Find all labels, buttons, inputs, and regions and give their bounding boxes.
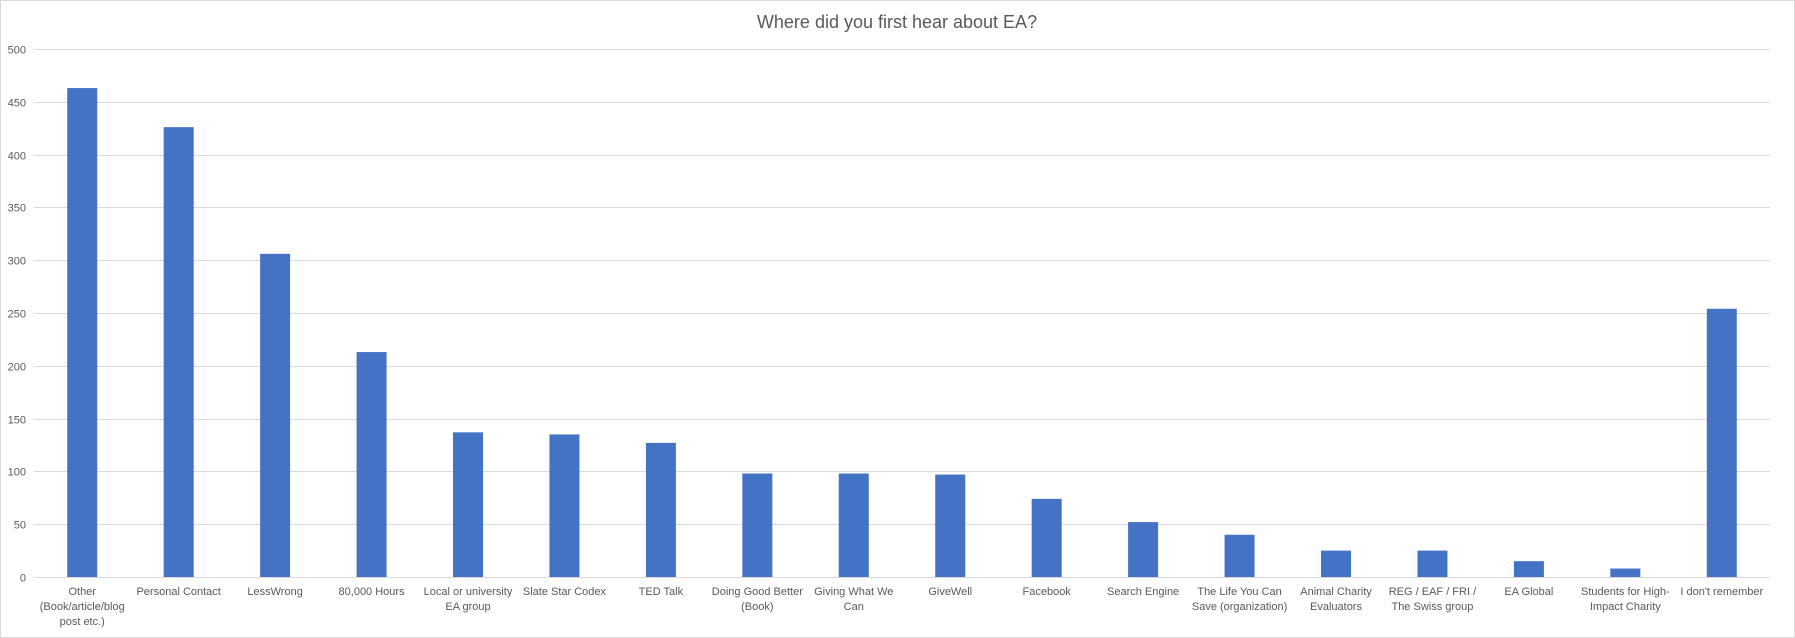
y-tick-label: 450	[8, 98, 26, 110]
x-category-label-line: The Swiss group	[1391, 601, 1473, 613]
y-tick-label: 350	[8, 203, 26, 215]
bar	[356, 352, 387, 577]
bar	[1513, 561, 1544, 577]
x-category-label: Personal Contact	[136, 586, 220, 598]
y-tick-label: 200	[8, 362, 26, 374]
x-category-label: Doing Good Better (Book)	[712, 586, 803, 613]
bar	[67, 88, 98, 577]
x-category-label: Local or university EA group	[424, 586, 513, 613]
x-category-label-line: Personal Contact	[136, 586, 220, 598]
x-category-label-line: The Life You Can	[1197, 586, 1281, 598]
x-category-label-line: (Book/article/blog	[40, 601, 125, 613]
x-category-label-line: GiveWell	[928, 586, 972, 598]
x-category-label-line: EA Global	[1504, 586, 1553, 598]
bar	[1417, 550, 1448, 577]
bar	[742, 473, 773, 577]
x-category-label-line: I don't remember	[1680, 586, 1763, 598]
y-tick-label: 250	[8, 309, 26, 321]
x-category-label-line: Animal Charity	[1300, 586, 1372, 598]
bar	[1031, 498, 1062, 577]
chart-title: Where did you first hear about EA?	[757, 12, 1037, 32]
x-category-label-line: Save (organization)	[1192, 601, 1287, 613]
x-category-label: The Life You Can Save (organization)	[1192, 586, 1287, 613]
bar	[1321, 550, 1351, 577]
y-tick-label: 150	[8, 415, 26, 427]
x-category-label: Animal Charity Evaluators	[1300, 586, 1372, 613]
x-category-label-line: post etc.)	[60, 616, 105, 628]
x-category-label-line: Other	[68, 586, 96, 598]
x-category-label: TED Talk	[639, 586, 684, 598]
x-category-label: GiveWell	[928, 586, 972, 598]
x-category-label-line: Can	[844, 601, 864, 613]
bar	[549, 434, 580, 577]
x-category-label-line: Facebook	[1023, 586, 1072, 598]
bar	[1610, 568, 1641, 577]
x-category-label: Search Engine	[1107, 586, 1179, 598]
bars	[67, 88, 1737, 578]
x-category-label-line: Evaluators	[1310, 601, 1362, 613]
bar	[1128, 522, 1159, 577]
y-tick-label: 0	[20, 573, 26, 585]
y-tick-label: 500	[8, 45, 26, 57]
bar	[838, 473, 869, 577]
x-category-label-line: Students for High-	[1581, 586, 1670, 598]
x-category-label-line: Impact Charity	[1590, 601, 1661, 613]
x-category-label: LessWrong	[247, 586, 302, 598]
y-tick-label: 50	[14, 520, 26, 532]
x-category-label: Students for High- Impact Charity	[1581, 586, 1670, 613]
x-category-label-line: LessWrong	[247, 586, 302, 598]
x-category-label-line: TED Talk	[639, 586, 684, 598]
x-category-label-line: REG / EAF / FRI /	[1389, 586, 1477, 598]
bar	[260, 253, 291, 578]
x-category-label: I don't remember	[1680, 586, 1763, 598]
y-tick-label: 100	[8, 467, 26, 479]
bar	[1224, 534, 1255, 577]
x-category-label-line: Doing Good Better	[712, 586, 803, 598]
x-category-label: Giving What We Can	[814, 586, 893, 613]
x-category-label-line: (Book)	[741, 601, 773, 613]
bar	[453, 432, 483, 577]
x-category-label-line: Slate Star Codex	[523, 586, 607, 598]
x-category-label-line: EA group	[445, 601, 490, 613]
x-category-label: 80,000 Hours	[339, 586, 406, 598]
bar	[645, 442, 676, 577]
x-category-label: Other (Book/article/blog post etc.)	[40, 586, 125, 628]
x-category-label-line: Giving What We	[814, 586, 893, 598]
x-category-label: EA Global	[1504, 586, 1553, 598]
x-category-label-line: Search Engine	[1107, 586, 1179, 598]
x-axis-categories: Other (Book/article/blog post etc.) Persona…	[40, 586, 1764, 628]
bar	[163, 127, 194, 577]
x-category-label: Slate Star Codex	[523, 586, 607, 598]
bar	[935, 474, 966, 577]
bar	[1706, 308, 1737, 577]
x-category-label: Facebook	[1023, 586, 1072, 598]
y-axis-ticks: 0 50 100 150 200 250 300 350 400 450 500	[8, 45, 26, 585]
x-category-label: REG / EAF / FRI / The Swiss group	[1389, 586, 1477, 613]
x-category-label-line: Local or university	[424, 586, 513, 598]
x-category-label-line: 80,000 Hours	[339, 586, 406, 598]
y-tick-label: 400	[8, 151, 26, 163]
gridlines	[34, 49, 1770, 525]
y-tick-label: 300	[8, 256, 26, 268]
